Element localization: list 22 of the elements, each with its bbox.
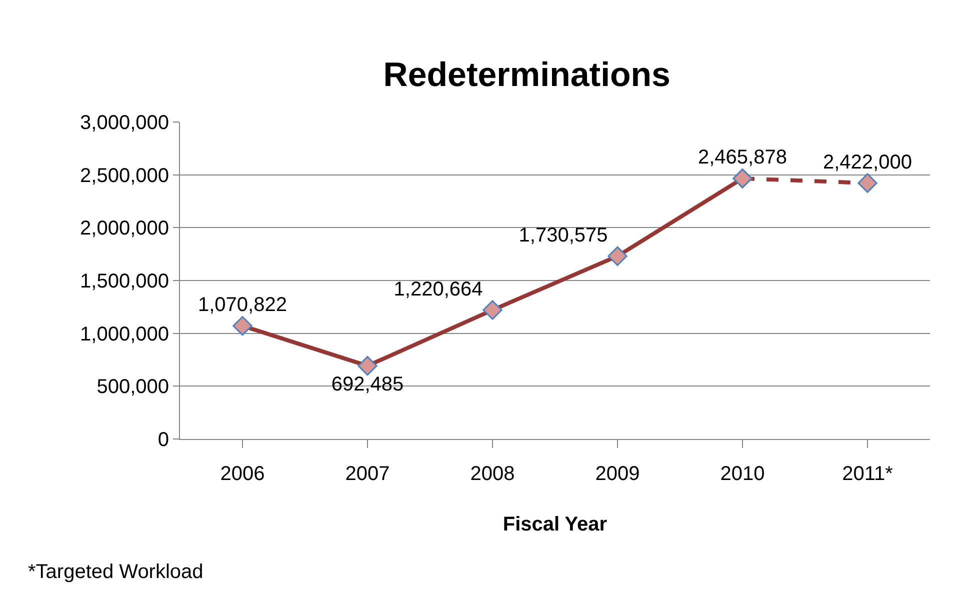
x-tick-label: 2006 xyxy=(220,463,265,485)
y-tick-label: 500,000 xyxy=(96,376,169,398)
x-tick-label: 2011* xyxy=(842,463,894,485)
x-tick-label: 2008 xyxy=(470,463,515,485)
y-tick-label: 0 xyxy=(158,429,169,451)
y-tick-label: 2,500,000 xyxy=(80,164,169,187)
data-label: 1,730,575 xyxy=(518,224,608,246)
data-label: 1,070,822 xyxy=(198,294,287,316)
x-tick-label: 2007 xyxy=(345,463,390,485)
data-label: 692,485 xyxy=(331,374,404,396)
y-tick-label: 1,000,000 xyxy=(80,323,169,346)
y-tick-label: 3,000,000 xyxy=(80,112,169,134)
text: *Targeted Workload xyxy=(28,561,204,583)
chart-title: Redeterminations xyxy=(383,56,670,94)
x-tick-label: 2009 xyxy=(595,463,640,485)
x-axis-title: Fiscal Year xyxy=(502,514,608,536)
y-tick-label: 2,000,000 xyxy=(80,218,169,240)
data-label: 1,220,664 xyxy=(394,278,483,300)
x-tick-label: 2010 xyxy=(720,463,765,485)
data-label: 2,422,000 xyxy=(823,151,912,174)
y-tick-label: 1,500,000 xyxy=(80,270,169,292)
data-label: 2,465,878 xyxy=(698,146,787,169)
